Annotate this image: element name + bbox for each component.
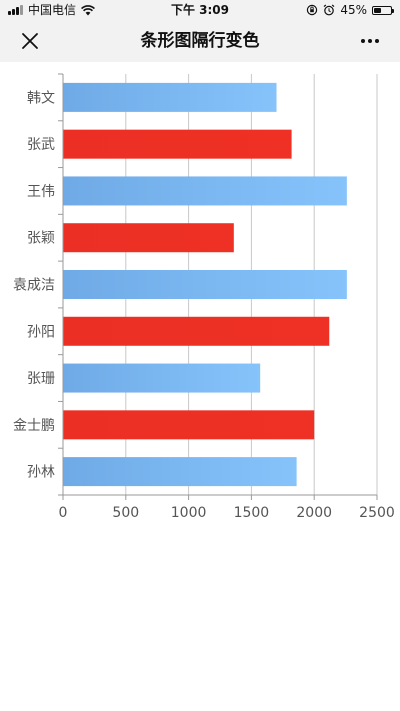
page-title: 条形图隔行变色 bbox=[140, 31, 260, 51]
bar-5[interactable] bbox=[63, 269, 347, 300]
status-right: 45% bbox=[306, 0, 394, 20]
x-tick-label: 0 bbox=[59, 505, 68, 521]
orientation-lock-icon bbox=[307, 4, 318, 16]
x-tick-label: 500 bbox=[112, 505, 139, 521]
more-icon bbox=[361, 39, 379, 43]
bar-9[interactable] bbox=[63, 457, 297, 487]
status-left: 中国电信 bbox=[8, 0, 95, 20]
close-button[interactable] bbox=[16, 29, 44, 53]
nav-bar: 条形图隔行变色 bbox=[0, 20, 400, 62]
bar-1[interactable] bbox=[63, 82, 277, 112]
category-label: 韩文 bbox=[27, 90, 55, 106]
alarm-icon bbox=[323, 4, 335, 16]
category-label: 金士鹏 bbox=[13, 418, 55, 434]
category-label: 张珊 bbox=[27, 371, 55, 387]
category-label: 袁成洁 bbox=[13, 278, 55, 294]
bar-7[interactable] bbox=[63, 363, 261, 393]
bar-3[interactable] bbox=[63, 176, 347, 206]
category-label: 张颖 bbox=[27, 231, 55, 247]
category-label: 张武 bbox=[27, 137, 55, 153]
bars bbox=[63, 82, 347, 487]
status-bar: 中国电信 下午 3:09 45% bbox=[0, 0, 400, 20]
bar-4[interactable] bbox=[63, 223, 234, 253]
tick-labels: 0 500 1000 1500 2000 2500 bbox=[59, 505, 395, 521]
category-label: 孙阳 bbox=[27, 324, 55, 340]
battery-icon bbox=[372, 5, 394, 15]
battery-fill bbox=[374, 7, 381, 13]
x-tick-label: 2500 bbox=[359, 505, 395, 521]
battery-percent: 45% bbox=[340, 3, 367, 17]
x-tick-label: 1000 bbox=[171, 505, 207, 521]
category-label: 王伟 bbox=[27, 184, 55, 200]
bar-6[interactable] bbox=[63, 316, 330, 346]
wifi-icon bbox=[81, 4, 95, 15]
bar-chart: 韩文张武王伟张颖袁成洁孙阳张珊金士鹏孙林 0 500 1000 1500 2000 250… bbox=[0, 62, 400, 532]
x-tick-label: 2000 bbox=[296, 505, 332, 521]
more-button[interactable] bbox=[356, 29, 384, 53]
close-icon bbox=[22, 33, 38, 49]
bar-2[interactable] bbox=[63, 129, 292, 159]
axes bbox=[58, 73, 378, 500]
carrier-label: 中国电信 bbox=[28, 3, 77, 17]
signal-icon bbox=[8, 5, 23, 15]
x-tick-label: 1500 bbox=[234, 505, 270, 521]
bar-8[interactable] bbox=[63, 410, 315, 440]
category-label: 孙林 bbox=[27, 465, 55, 481]
